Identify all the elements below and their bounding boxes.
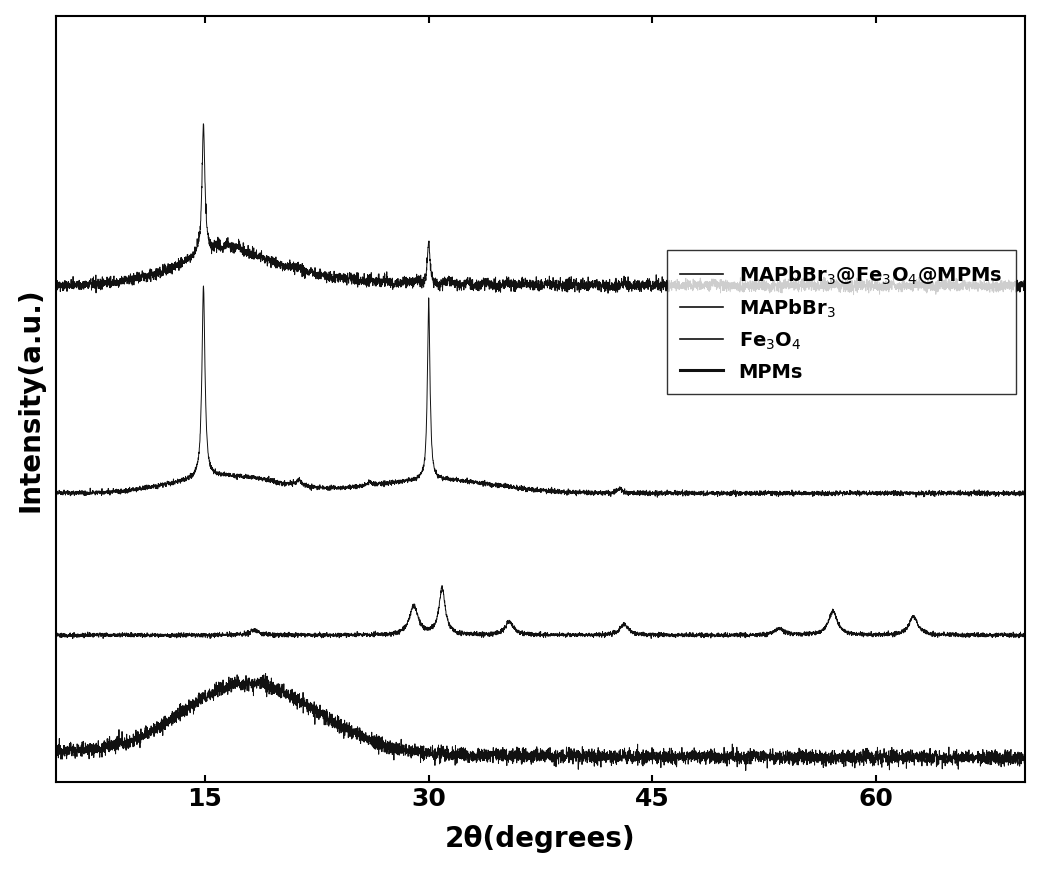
- X-axis label: 2θ(degrees): 2θ(degrees): [445, 825, 636, 852]
- Y-axis label: Intensity(a.u.): Intensity(a.u.): [17, 287, 45, 511]
- Legend: MAPbBr$_3$@Fe$_3$O$_4$@MPMs, MAPbBr$_3$, Fe$_3$O$_4$, MPMs: MAPbBr$_3$@Fe$_3$O$_4$@MPMs, MAPbBr$_3$,…: [667, 250, 1016, 395]
